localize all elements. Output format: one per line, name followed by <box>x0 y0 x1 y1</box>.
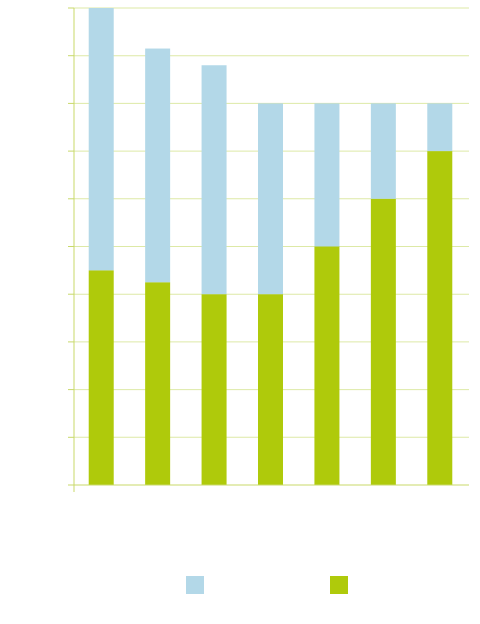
bars-group <box>88 8 453 486</box>
bar-segment-lower <box>145 282 171 485</box>
legend <box>186 576 348 594</box>
bar-segment-upper <box>314 103 340 247</box>
bar-segment-upper <box>370 103 396 199</box>
bar-segment-upper <box>201 65 227 295</box>
legend-swatch <box>330 576 348 594</box>
bar-segment-upper <box>427 103 453 152</box>
bar-segment-lower <box>201 294 227 485</box>
bar-segment-lower <box>427 151 453 485</box>
bar-segment-upper <box>258 103 283 295</box>
bar-segment-upper <box>88 8 114 271</box>
bar-segment-lower <box>258 294 283 485</box>
bar-segment-lower <box>370 198 396 486</box>
axes <box>68 7 469 492</box>
legend-swatch <box>186 576 204 594</box>
bar-segment-lower <box>314 246 340 485</box>
bar-segment-lower <box>88 270 114 485</box>
bar-segment-upper <box>145 48 171 283</box>
